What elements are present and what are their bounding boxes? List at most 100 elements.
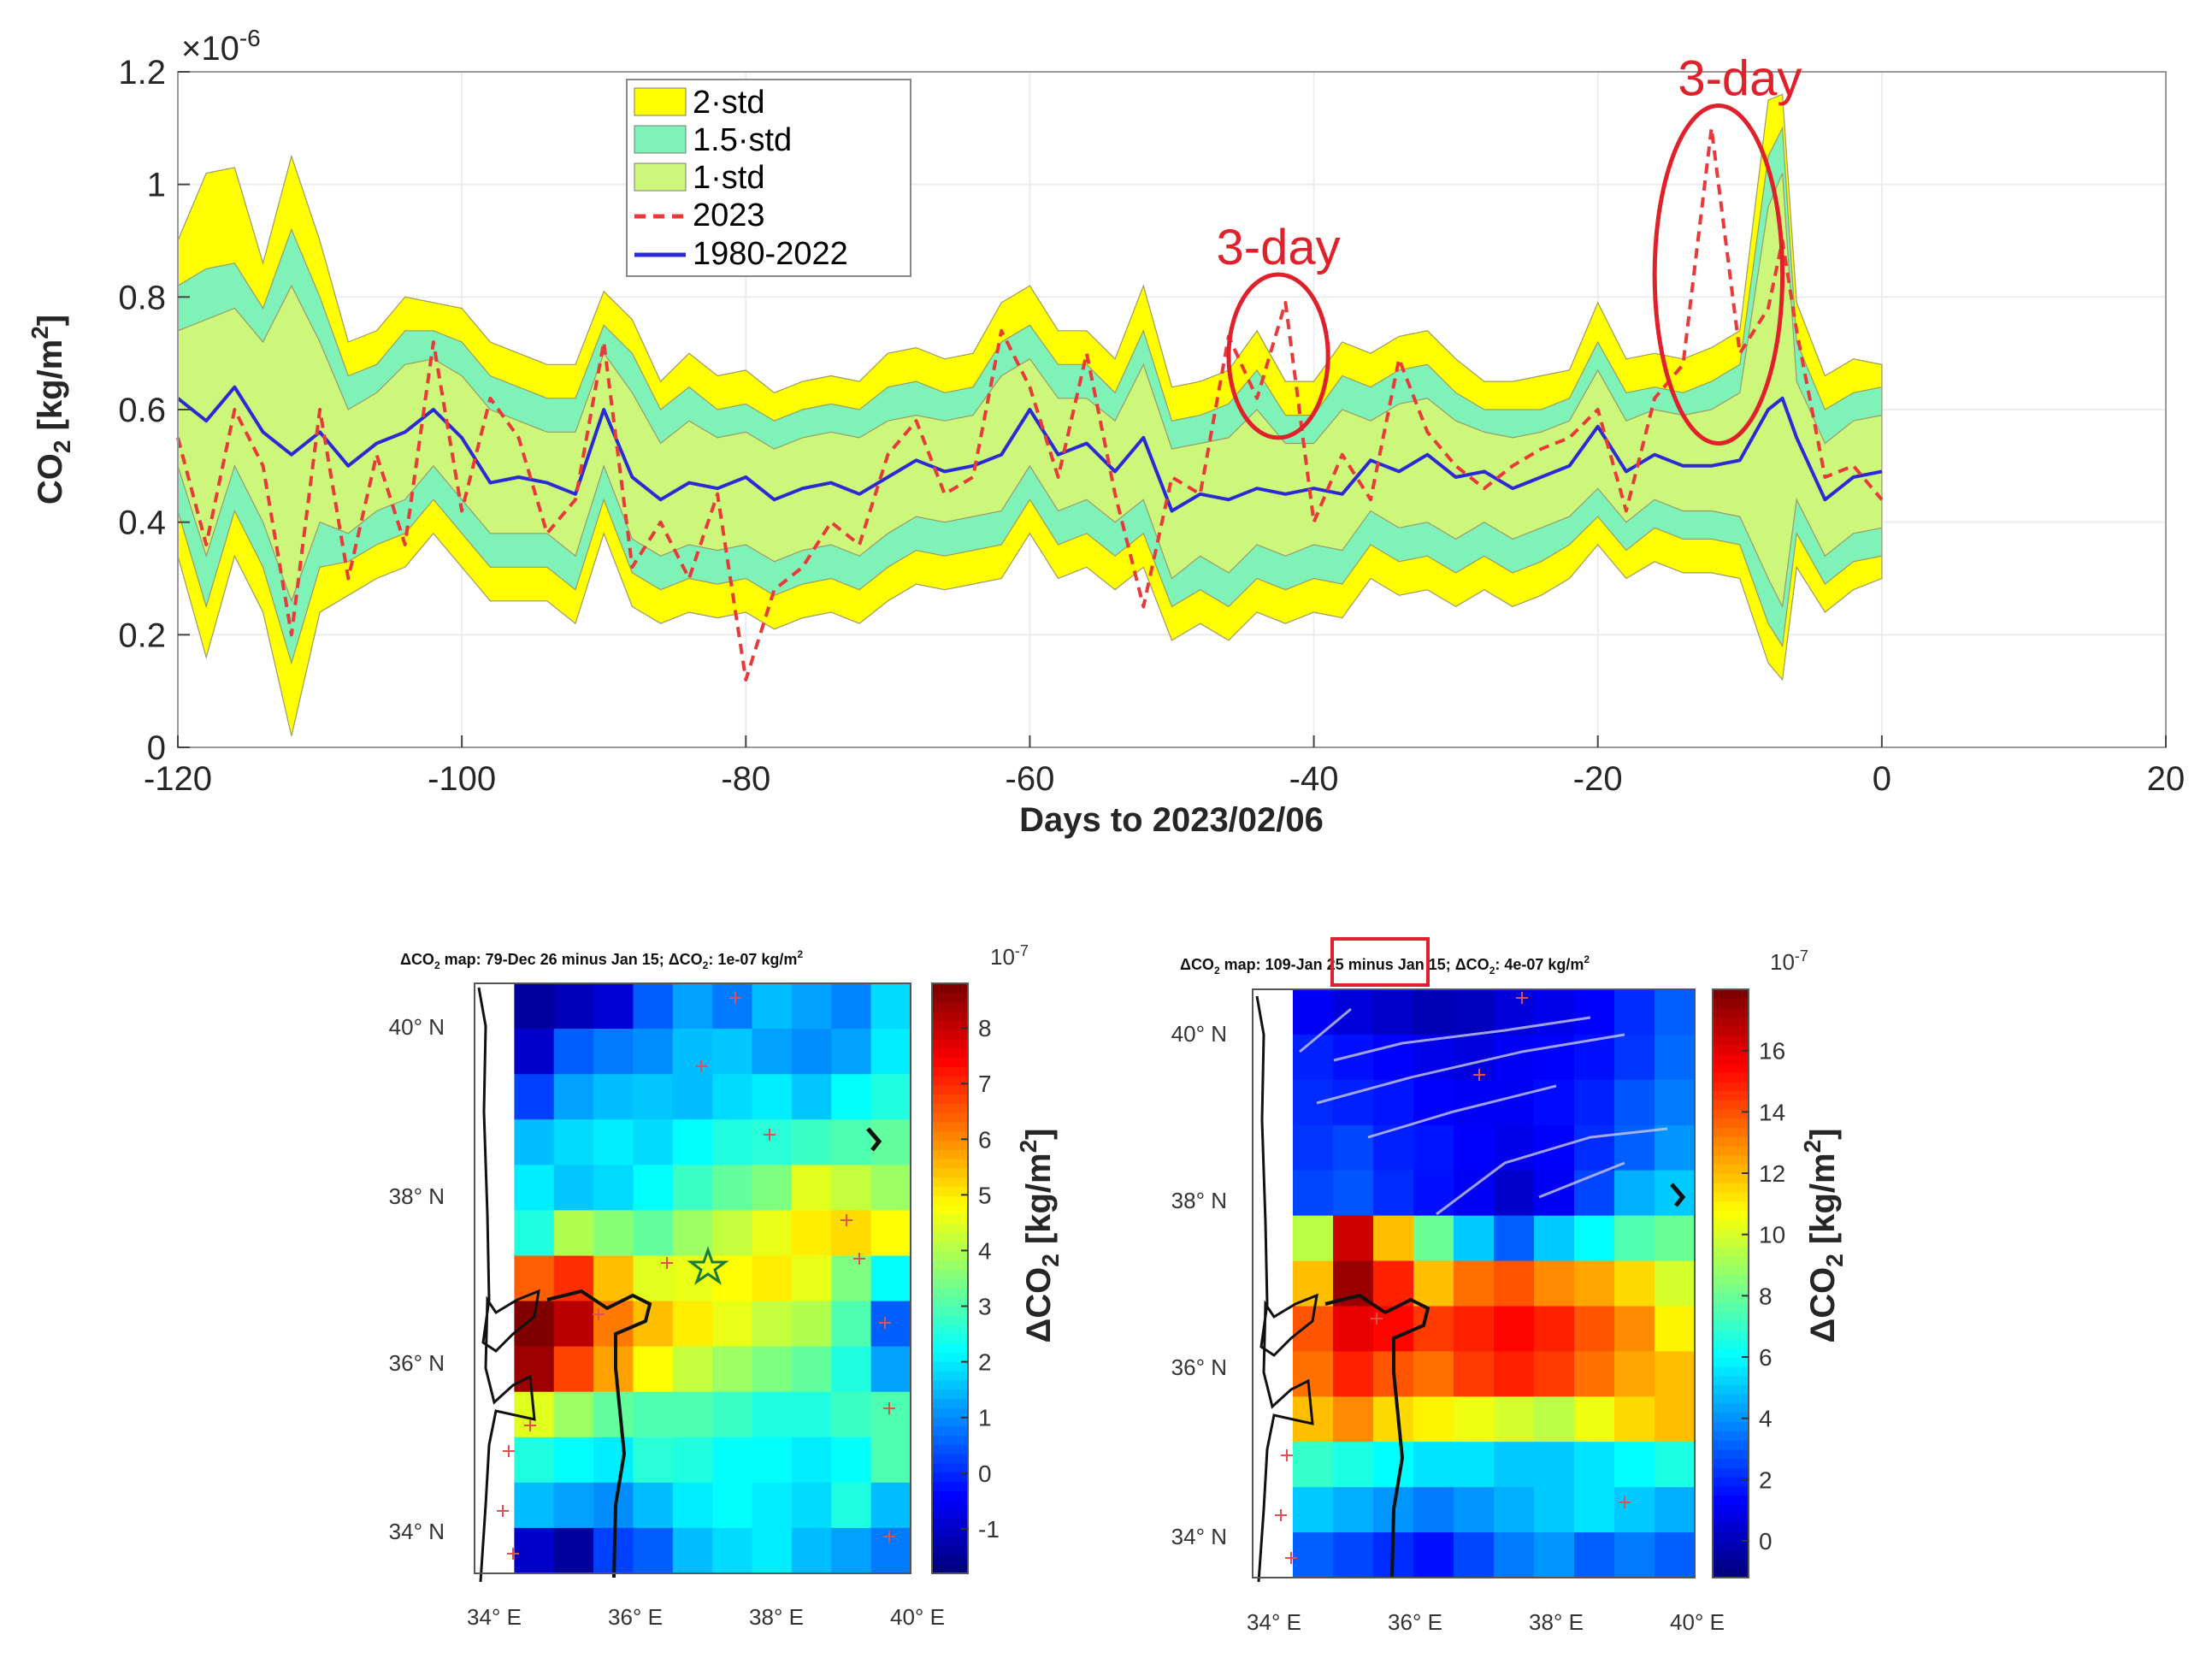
colorbar-segment: [932, 1094, 968, 1104]
colorbar-segment: [1713, 1412, 1749, 1423]
x-tick-label: 20: [2147, 760, 2185, 798]
x-axis-label: Days to 2023/02/06: [1019, 801, 1324, 839]
legend-label-2023: 2023: [693, 198, 765, 233]
heatmap-cell: [514, 1119, 555, 1165]
colorbar-segment: [932, 1555, 968, 1566]
heatmap-cell: [514, 1165, 555, 1211]
heatmap-cell: [1574, 989, 1615, 1036]
colorbar-tick-label: 14: [1759, 1099, 1785, 1125]
colorbar-segment: [932, 1158, 968, 1169]
colorbar-segment: [932, 1545, 968, 1556]
colorbar-tick-label: 5: [978, 1182, 992, 1208]
heatmap-cell: [1333, 1396, 1374, 1443]
heatmap-cell: [672, 1029, 713, 1075]
heatmap-cell: [672, 1527, 713, 1574]
lon-tick-40: 40° E: [1670, 1609, 1725, 1635]
heatmap-cell: [1293, 1442, 1334, 1488]
heatmap-cell: [1293, 1124, 1334, 1171]
colorbar-segment: [1713, 1495, 1749, 1505]
colorbar-segment: [1713, 1531, 1749, 1542]
colorbar-segment: [932, 1306, 968, 1316]
heatmap-cell: [593, 1255, 634, 1302]
heatmap-cell: [1373, 1396, 1414, 1443]
heatmap-cell: [672, 1391, 713, 1438]
heatmap-cell: [1373, 1170, 1414, 1217]
colorbar-tick-label: -1: [978, 1516, 1000, 1543]
colorbar-tick-label: 8: [1759, 1283, 1773, 1309]
heatmap-cell: [1373, 989, 1414, 1036]
colorbar-tick-label: 2: [1759, 1466, 1773, 1493]
heatmap-cell: [1655, 1532, 1696, 1578]
colorbar-segment: [932, 1278, 968, 1289]
colorbar-segment: [932, 1140, 968, 1150]
colorbar-segment: [932, 1435, 968, 1445]
heatmap-cell: [791, 1210, 832, 1257]
colorbar-segment: [1713, 1247, 1749, 1257]
colorbar-segment: [932, 1029, 968, 1040]
coastline: [1255, 995, 1686, 1583]
colorbar-segment: [932, 1130, 968, 1142]
colorbar-segment: [1713, 1357, 1749, 1367]
city-markers: [497, 992, 895, 1560]
delta-co2-map-jan25: ΔCO2 map: 109-Jan 25 minus Jan 15; ΔCO2:…: [1171, 937, 1848, 1635]
heatmap-cell: [791, 1074, 832, 1120]
colorbar: 0 2 4 6 8 10 12 14 16: [1712, 988, 1785, 1578]
colorbar-segment: [932, 1324, 968, 1335]
heatmap-cell: [553, 1346, 594, 1393]
heatmap-cell: [1253, 1442, 1294, 1488]
heatmap-cell: [791, 1391, 832, 1438]
heatmap-cell: [593, 1074, 634, 1120]
heatmap-cell: [514, 1029, 555, 1075]
heatmap-cell: [1534, 1487, 1575, 1533]
colorbar-segment: [932, 1425, 968, 1437]
heatmap-cell: [831, 1255, 872, 1302]
colorbar-segment: [1713, 1292, 1749, 1303]
date-highlight-box: [1330, 937, 1430, 987]
heatmap-cell: [1494, 1124, 1535, 1171]
colorbar-segment: [932, 983, 968, 994]
heatmap-cell: [712, 1074, 753, 1120]
heatmap-cell: [1373, 1124, 1414, 1171]
colorbar-segment: [1713, 1449, 1749, 1460]
heatmap-cell: [791, 983, 832, 1030]
legend: 2·std 1.5·std 1·std 2023 1980-2022: [626, 79, 911, 277]
colorbar-segment: [1713, 1218, 1749, 1230]
heatmap-cell: [752, 1391, 793, 1438]
heatmap-cell: [593, 1029, 634, 1075]
heatmap-cell: [831, 1165, 872, 1211]
heatmap-cell: [553, 1074, 594, 1120]
heatmap-cell: [1494, 1170, 1535, 1217]
heatmap-cell: [633, 983, 674, 1030]
colorbar-segment: [1713, 1348, 1749, 1358]
heatmap-cell: [870, 1391, 911, 1438]
lat-tick-38: 38° N: [1171, 1188, 1227, 1213]
heatmap-cell: [1655, 989, 1696, 1036]
annotation-label-2: 3-day: [1678, 51, 1802, 107]
heatmap-cell: [1454, 1170, 1495, 1217]
legend-label-band1: 1·std: [693, 160, 764, 196]
heatmap-cell: [1413, 1124, 1454, 1171]
x-tick-label: 0: [1873, 760, 1891, 798]
colorbar-segment: [932, 1444, 968, 1454]
colorbar-segment: [932, 1462, 968, 1473]
heatmap-cell: [1454, 1215, 1495, 1262]
colorbar-segment: [1713, 1063, 1749, 1073]
heatmap-cell: [1534, 1260, 1575, 1307]
heatmap-cells: [475, 983, 911, 1574]
heatmap-cell: [1655, 1442, 1696, 1488]
y-tick-label: 0: [147, 729, 166, 767]
heatmap-cell: [1373, 1079, 1414, 1126]
heatmap-cell: [791, 1301, 832, 1348]
colorbar-segment: [1713, 1283, 1749, 1294]
colorbar-segment: [932, 1177, 968, 1187]
heatmap-cell: [1333, 1442, 1374, 1488]
heatmap-cell: [1574, 1079, 1615, 1126]
heatmap-cell: [1333, 1306, 1374, 1352]
heatmap-cell: [1655, 1124, 1696, 1171]
colorbar-segment: [1713, 1210, 1749, 1220]
colorbar-segment: [932, 1001, 968, 1012]
heatmap-cell: [1293, 989, 1334, 1036]
colorbar-segment: [1713, 1053, 1749, 1064]
heatmap-cell: [553, 1029, 594, 1075]
heatmap-cell: [1454, 1487, 1495, 1533]
